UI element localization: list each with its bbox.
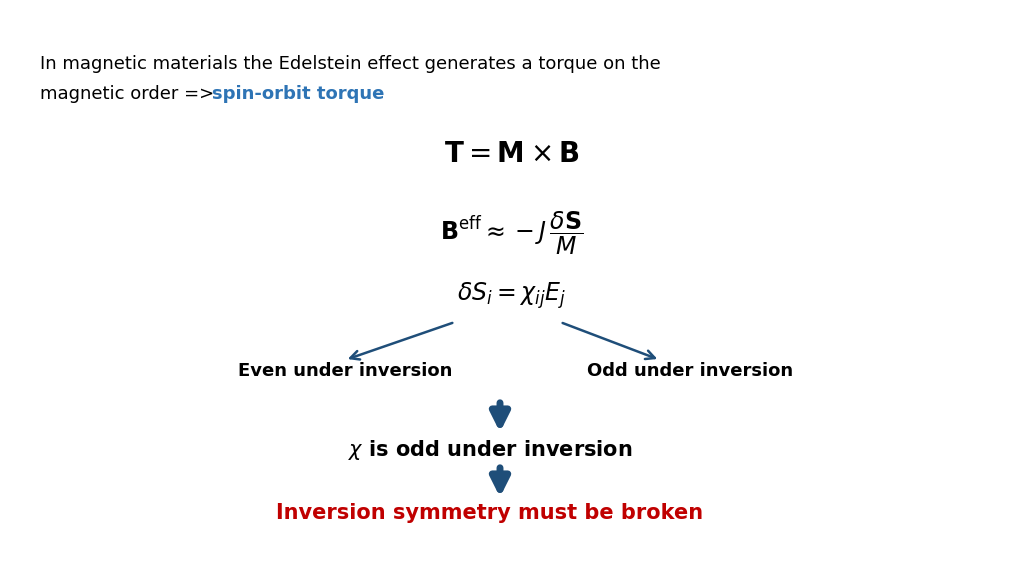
Text: magnetic order =>: magnetic order => xyxy=(40,85,220,103)
Text: $\mathbf{T} = \mathbf{M} \times \mathbf{B}$: $\mathbf{T} = \mathbf{M} \times \mathbf{… xyxy=(444,140,580,168)
Text: $\chi$ is odd under inversion: $\chi$ is odd under inversion xyxy=(348,438,632,462)
Text: Even under inversion: Even under inversion xyxy=(238,362,453,380)
Text: In magnetic materials the Edelstein effect generates a torque on the: In magnetic materials the Edelstein effe… xyxy=(40,55,660,73)
Text: spin-orbit torque: spin-orbit torque xyxy=(212,85,384,103)
Text: $\mathbf{B}^{\mathrm{eff}} \approx -J\,\dfrac{\delta\mathbf{S}}{M}$: $\mathbf{B}^{\mathrm{eff}} \approx -J\,\… xyxy=(440,210,584,257)
Text: Odd under inversion: Odd under inversion xyxy=(587,362,793,380)
Text: Inversion symmetry must be broken: Inversion symmetry must be broken xyxy=(276,503,703,523)
Text: $\delta S_i = \chi_{ij} E_j$: $\delta S_i = \chi_{ij} E_j$ xyxy=(458,280,566,310)
